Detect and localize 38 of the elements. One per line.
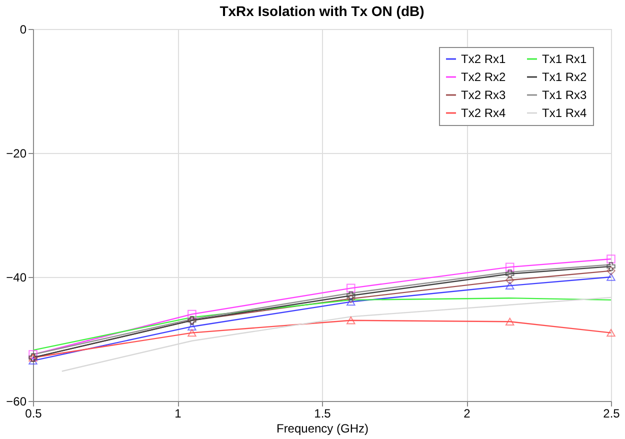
point (28, 356, 38, 365)
x-tick-label: 2 (464, 406, 471, 420)
chart-title: TxRx Isolation with Tx ON (dB) (220, 3, 424, 19)
point (346, 291, 356, 300)
x-tick-label: 1 (174, 406, 182, 420)
y-tick-label: 0 (20, 22, 27, 36)
y-tick-label: −40 (6, 270, 27, 284)
x-tick-label: 2.5 (603, 406, 620, 420)
point (606, 266, 616, 276)
x-tick-label: 0.5 (25, 406, 42, 420)
point (505, 262, 514, 272)
point (188, 322, 196, 330)
point (505, 282, 514, 290)
point (346, 298, 356, 306)
point (505, 270, 514, 278)
x-axis-title: Frequency (GHz) (276, 422, 369, 436)
point (188, 310, 196, 319)
point (188, 328, 196, 337)
legend-label: Tx1 Rx2 (542, 70, 588, 84)
legend-label: Tx1 Rx4 (542, 106, 588, 120)
point (606, 254, 616, 264)
point (346, 294, 356, 304)
y-tick-label: −60 (6, 394, 27, 408)
y-tick-label: −20 (6, 146, 27, 160)
point (505, 276, 514, 284)
legend-label: Tx2 Rx3 (461, 88, 506, 102)
legend-label: Tx2 Rx4 (461, 106, 506, 120)
point (606, 262, 616, 271)
legend-label: Tx1 Rx3 (542, 88, 588, 102)
x-tick-label: 1.5 (314, 406, 332, 420)
point (505, 318, 514, 326)
point (606, 273, 616, 281)
point (606, 328, 616, 337)
legend-label: Tx1 Rx1 (542, 52, 588, 66)
legend-label: Tx2 Rx2 (461, 70, 506, 84)
point (346, 316, 356, 324)
legend-label: Tx2 Rx1 (461, 52, 506, 66)
point (346, 284, 356, 293)
